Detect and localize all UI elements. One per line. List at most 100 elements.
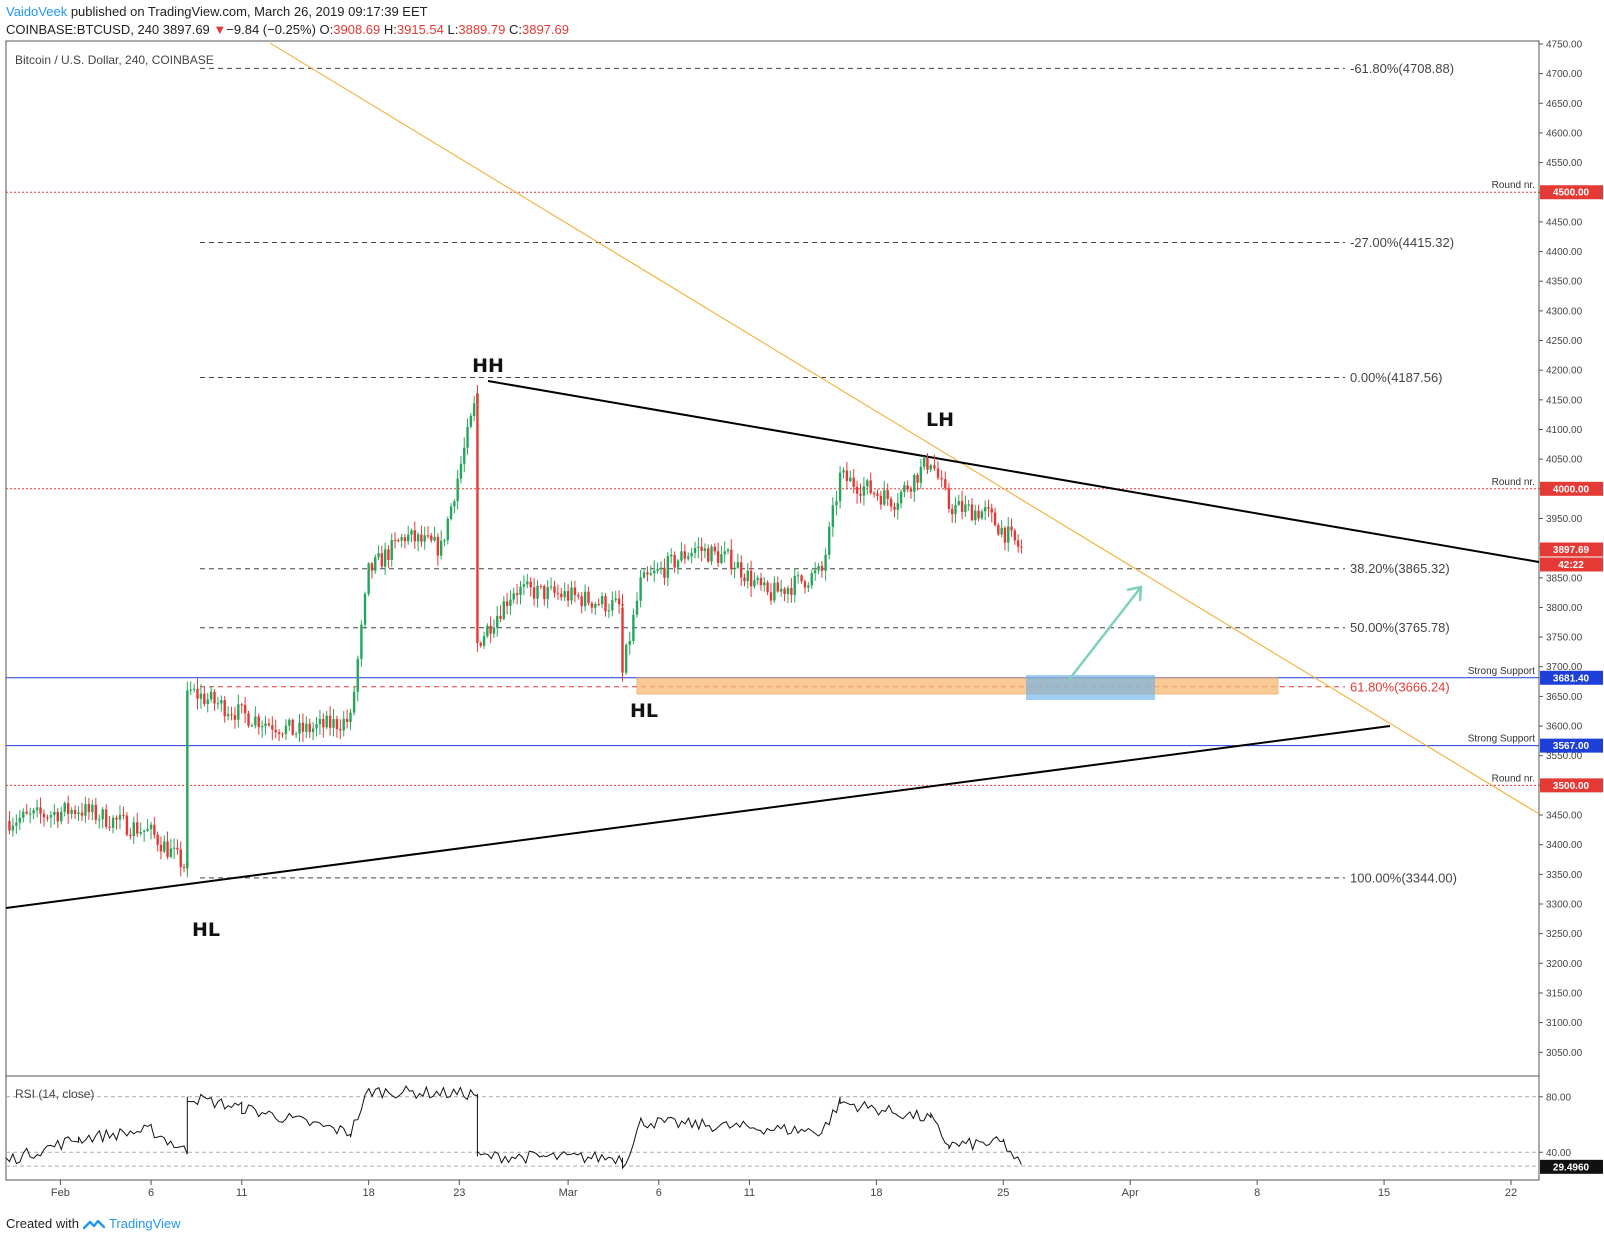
candle-body xyxy=(281,734,284,736)
y-tick-label: 3700.00 xyxy=(1546,662,1583,673)
candle-body xyxy=(363,593,367,625)
candle-body xyxy=(32,810,35,814)
candle-body xyxy=(600,596,604,605)
candle-body xyxy=(849,477,852,482)
candle-body xyxy=(611,600,614,611)
annotation-hh: HH xyxy=(472,355,504,377)
open-label: O: xyxy=(319,22,334,37)
candle-body xyxy=(499,615,502,619)
candle-body xyxy=(842,470,845,473)
candle-body xyxy=(730,549,733,570)
candle-body xyxy=(1010,526,1013,531)
candle-body xyxy=(749,570,753,587)
candle-body xyxy=(393,540,397,542)
candle-body xyxy=(111,817,115,828)
y-tick-label: 3250.00 xyxy=(1546,929,1583,940)
candle-body xyxy=(632,614,635,641)
level-price-badge xyxy=(1540,778,1603,793)
x-tick-label: 22 xyxy=(1505,1187,1517,1199)
candle-body xyxy=(132,822,135,837)
candle-body xyxy=(305,723,308,732)
x-tick-label: 6 xyxy=(656,1187,662,1199)
candle-body xyxy=(869,480,872,494)
candle-body xyxy=(146,828,149,831)
time-axis[interactable]: Feb 6 11 18 23 Mar 6 11 18 25 Apr 8 15 22 xyxy=(51,1180,1517,1199)
low-label: L: xyxy=(447,22,459,37)
x-tick-label: 23 xyxy=(453,1187,465,1199)
candle-body xyxy=(756,578,759,581)
candle-body xyxy=(703,548,707,552)
candle-body xyxy=(84,804,87,816)
y-tick-label: 3350.00 xyxy=(1546,870,1583,881)
level-price-value: 4000.00 xyxy=(1553,484,1590,495)
level-price-value: 3681.40 xyxy=(1553,673,1590,684)
candle-body xyxy=(213,691,216,704)
candle-body xyxy=(156,834,159,845)
level-label: Strong Support xyxy=(1468,734,1535,745)
candle-body xyxy=(876,493,879,496)
close-label: C: xyxy=(508,22,522,37)
x-tick-label: 25 xyxy=(997,1187,1009,1199)
candle-body xyxy=(624,644,628,673)
y-tick-label: 4250.00 xyxy=(1546,336,1583,347)
candle-body xyxy=(264,723,267,727)
y-tick-label: 4700.00 xyxy=(1546,69,1583,80)
countdown-value: 42:22 xyxy=(1558,560,1584,571)
rsi-title: RSI (14, close) xyxy=(15,1087,94,1101)
candle-body xyxy=(710,546,713,562)
candle-body xyxy=(206,699,209,704)
candle-body xyxy=(46,817,49,819)
x-tick-label: 11 xyxy=(236,1187,247,1199)
candle-body xyxy=(773,582,776,601)
candle-body xyxy=(980,511,984,519)
candle-body xyxy=(556,592,560,594)
candle-body xyxy=(553,586,556,593)
candle-body xyxy=(824,554,827,571)
candle-body xyxy=(176,847,179,850)
candle-body xyxy=(954,504,957,515)
candle-body xyxy=(49,815,53,818)
author-link[interactable]: VaidoVeek xyxy=(6,4,68,19)
level-price-badge xyxy=(1540,738,1603,753)
candle-body xyxy=(862,486,866,496)
candle-body xyxy=(621,607,624,673)
candle-body xyxy=(496,615,499,628)
candle-body xyxy=(683,551,687,559)
low-value: 3889.79 xyxy=(458,22,506,37)
candle-body xyxy=(410,530,413,535)
level-label: Round nr. xyxy=(1492,477,1535,488)
annotation-hl-2: HL xyxy=(630,700,658,722)
candle-body xyxy=(443,540,446,542)
candle-body xyxy=(416,534,420,542)
candle-body xyxy=(570,587,573,601)
level-price-badge xyxy=(1540,670,1603,685)
tradingview-link[interactable]: TradingView xyxy=(108,1216,181,1231)
candle-body xyxy=(776,582,779,592)
rsi-indicator[interactable]: 80.00 40.00 xyxy=(5,1085,1571,1170)
candle-body xyxy=(987,507,990,509)
candle-body xyxy=(136,822,139,834)
candlestick-series[interactable] xyxy=(8,385,1023,878)
candle-body xyxy=(733,567,736,570)
candle-body xyxy=(94,804,97,820)
candle-body xyxy=(439,540,443,556)
candle-body xyxy=(226,714,230,717)
fib-label: 100.00%(3344.00) xyxy=(1350,870,1457,885)
candle-body xyxy=(1003,527,1007,543)
candle-body xyxy=(970,504,974,521)
candle-body xyxy=(813,570,817,574)
candle-body xyxy=(139,831,142,834)
candle-body xyxy=(430,535,433,541)
candle-body xyxy=(163,841,166,852)
candle-body xyxy=(639,577,642,601)
y-tick-label: 3300.00 xyxy=(1546,899,1583,910)
y-tick-label: 4600.00 xyxy=(1546,128,1583,139)
last-price-badge xyxy=(1540,542,1603,557)
candle-body xyxy=(233,715,237,720)
candle-body xyxy=(997,525,1000,535)
y-tick-label: 3100.00 xyxy=(1546,1018,1583,1029)
published-text: published on TradingView.com, March 26, … xyxy=(70,4,428,19)
candle-body xyxy=(793,575,796,595)
candle-body xyxy=(301,722,305,732)
